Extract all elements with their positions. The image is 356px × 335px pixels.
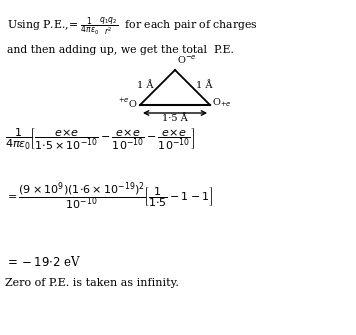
Text: Using P.E.,= $\frac{1}{4\pi\epsilon_0}\frac{q_1q_2}{r^2}$  for each pair of char: Using P.E.,= $\frac{1}{4\pi\epsilon_0}\f… bbox=[7, 15, 258, 38]
Text: 1 Å: 1 Å bbox=[197, 81, 213, 90]
Text: O$_{+e}$: O$_{+e}$ bbox=[212, 96, 232, 110]
Text: 1 Å: 1 Å bbox=[137, 81, 153, 90]
Text: Zero of P.E. is taken as infinity.: Zero of P.E. is taken as infinity. bbox=[5, 278, 179, 288]
Text: O$^{-e}$: O$^{-e}$ bbox=[177, 54, 197, 66]
Text: and then adding up, we get the total  P.E.: and then adding up, we get the total P.E… bbox=[7, 45, 234, 55]
Text: $= -19{\cdot}2$ eV: $= -19{\cdot}2$ eV bbox=[5, 255, 82, 269]
Text: $=\dfrac{(9\times10^9)(1{\cdot}6\times10^{-19})^2}{10^{-10}}\!\left[\dfrac{1}{1{: $=\dfrac{(9\times10^9)(1{\cdot}6\times10… bbox=[5, 180, 214, 212]
Text: 1·5 Å: 1·5 Å bbox=[162, 114, 188, 123]
Text: $\dfrac{1}{4\pi\varepsilon_0}\!\left[\dfrac{e{\times}e}{1{\cdot}5\times10^{-10}}: $\dfrac{1}{4\pi\varepsilon_0}\!\left[\df… bbox=[5, 127, 195, 152]
Text: $^{+e}$O: $^{+e}$O bbox=[118, 96, 138, 110]
